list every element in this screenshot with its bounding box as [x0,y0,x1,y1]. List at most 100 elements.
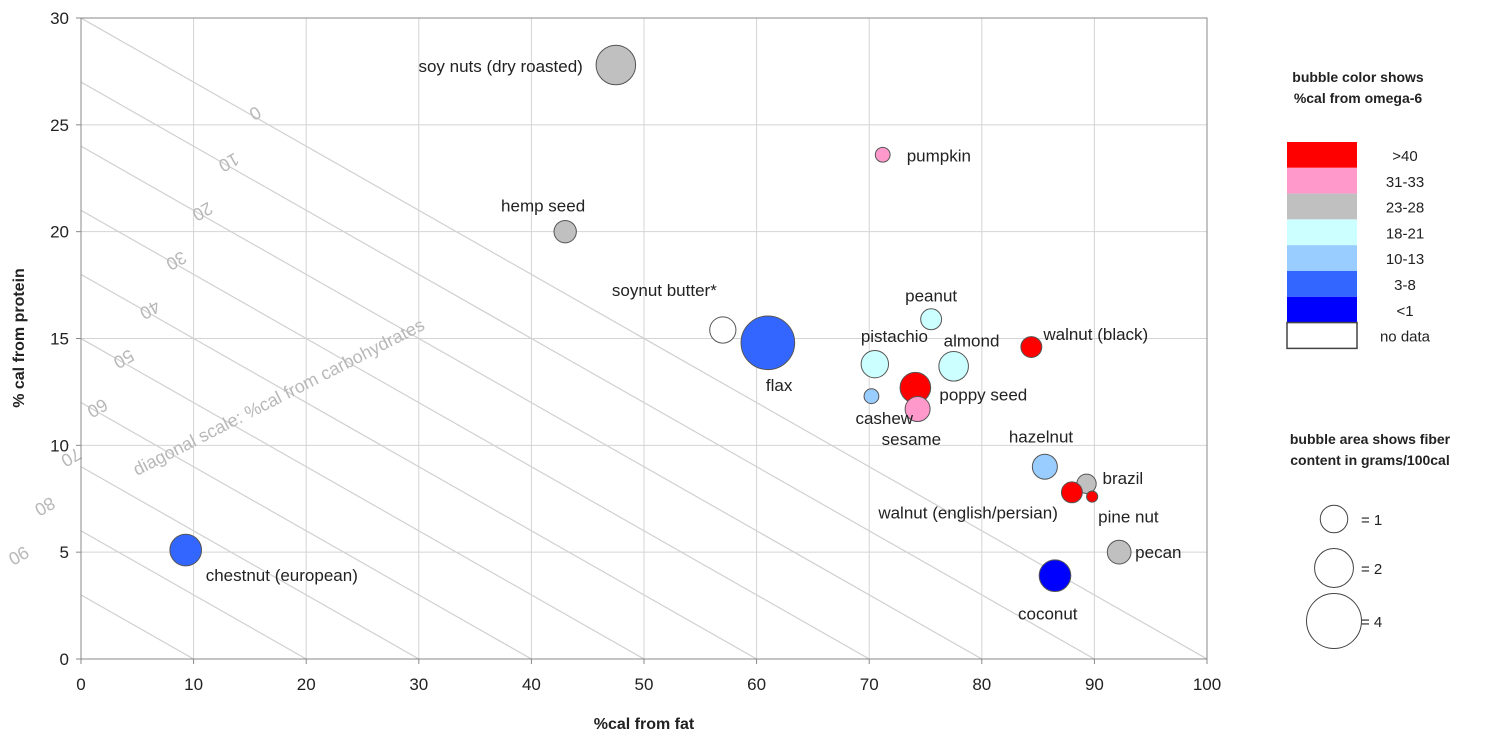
color-legend-swatch-1 [1287,167,1357,194]
bubble-label-hemp-seed: hemp seed [501,197,585,216]
y-tick-label-30: 30 [50,9,69,28]
size-legend-title-2: content in grams/100cal [1290,452,1450,468]
color-legend-swatch-2 [1287,193,1357,220]
bubble-hazelnut [1031,453,1058,480]
size-legend-label-4: = 4 [1361,614,1382,631]
bubble-label-brazil: brazil [1103,469,1144,488]
x-tick-label-90: 90 [1085,675,1104,694]
bubble-almond [938,350,969,382]
bubble-label-hazelnut: hazelnut [1009,428,1074,447]
color-legend-swatch-3 [1287,219,1357,246]
color-legend-label-5: 3-8 [1394,277,1416,294]
diagonal-line-20 [81,145,984,659]
size-legend-bubble-1 [1319,504,1349,534]
color-legend-swatch-6 [1287,296,1357,323]
bubble-hemp-seed [553,219,577,244]
x-tick-label-10: 10 [184,675,203,694]
bubble-pumpkin [874,146,891,163]
y-tick-label-5: 5 [60,543,69,562]
size-legend-title-1: bubble area shows fiber [1290,431,1451,447]
bubble-label-soy-nuts-dry-roasted: soy nuts (dry roasted) [418,57,582,76]
y-tick-label-20: 20 [50,223,69,242]
x-tick-label-100: 100 [1193,675,1221,694]
axis-tick-labels: 0 10 20 30 40 50 60 70 80 90 100 0 5 10 15 20 25 30 [50,9,1221,694]
y-tick-label-10: 10 [50,436,69,455]
bubble-label-walnut-black: walnut (black) [1042,325,1148,344]
x-axis-title: %cal from fat [594,716,695,733]
bubble-label-coconut: coconut [1018,605,1078,624]
bubble-labels: soy nuts (dry roasted) pumpkin hemp seed so… [206,57,1182,624]
bubbles [169,44,1132,592]
diagonal-line-60 [81,401,533,659]
x-tick-label-60: 60 [747,675,766,694]
color-legend-swatch-0 [1287,142,1357,168]
color-legend-label-2: 23-28 [1386,200,1424,217]
color-legend-swatch-5 [1287,271,1357,297]
bubble-label-soynut-butter: soynut butter* [612,281,717,300]
color-legend-label-1: 31-33 [1386,174,1424,191]
size-legend: bubble area shows fiber content in grams… [1290,431,1451,649]
bubble-chestnut-european [169,533,203,567]
size-legend-label-2: = 2 [1361,561,1382,578]
color-legend-swatch-4 [1287,245,1357,271]
bubble-pine-nut [1086,490,1099,503]
size-legend-label-1: = 1 [1361,512,1382,529]
y-tick-label-0: 0 [60,650,69,669]
y-tick-label-15: 15 [50,330,69,349]
color-legend-swatch-7 [1286,321,1358,350]
x-tick-label-20: 20 [297,675,316,694]
diagonal-label-80: 80 [31,493,58,520]
color-legend-title-1: bubble color shows [1292,69,1424,85]
bubble-label-flax: flax [766,376,793,395]
diagonal-line-0 [81,18,1207,659]
color-legend-label-4: 10-13 [1386,251,1424,268]
diagonal-line-80 [81,530,308,659]
diagonal-carb-scale [81,18,1207,659]
x-tick-label-40: 40 [522,675,541,694]
bubble-label-almond: almond [944,331,1000,350]
bubble-pistachio [860,349,890,379]
bubble-coconut [1038,559,1072,592]
color-legend-title-2: %cal from omega-6 [1294,90,1423,106]
color-legend-label-3: 18-21 [1386,225,1424,242]
x-tick-label-30: 30 [409,675,428,694]
diagonal-line-50 [81,337,646,659]
bubble-peanut [920,308,943,331]
bubble-label-pine-nut: pine nut [1098,508,1159,527]
bubble-pecan [1106,539,1132,565]
diagonal-line-70 [81,466,421,659]
x-tick-label-70: 70 [860,675,879,694]
color-legend-label-0: >40 [1392,148,1417,165]
diagonal-line-90 [81,594,195,659]
diagonal-scale-title: diagonal scale: %cal from carbohydrates [130,315,428,480]
y-tick-label-25: 25 [50,116,69,135]
diagonal-line-30 [81,209,871,659]
bubble-cashew [863,388,880,405]
y-axis-title: % cal from protein [11,268,28,408]
bubble-soynut-butter [709,316,737,344]
diagonal-label-90: 90 [5,542,32,569]
bubble-walnut-black [1020,336,1043,359]
size-legend-bubble-4 [1306,593,1362,649]
bubble-label-pumpkin: pumpkin [907,147,971,166]
bubble-label-walnut-english-persian: walnut (english/persian) [877,503,1058,522]
bubble-flax [740,315,796,371]
color-legend-label-7: no data [1380,329,1431,346]
bubble-label-poppy-seed: poppy seed [939,386,1027,405]
size-legend-bubble-2 [1314,548,1354,588]
x-tick-label-80: 80 [972,675,991,694]
bubble-label-pistachio: pistachio [861,327,928,346]
bubble-label-sesame: sesame [882,430,942,449]
x-tick-label-0: 0 [76,675,85,694]
x-tick-label-50: 50 [635,675,654,694]
bubble-sesame [904,396,931,423]
bubble-label-peanut: peanut [905,286,957,305]
color-legend-label-6: <1 [1396,303,1413,320]
bubble-walnut-english-persian [1060,481,1083,504]
bubble-soy-nuts-dry-roasted [595,44,637,86]
bubble-label-cashew: cashew [855,409,913,428]
bubble-label-pecan: pecan [1135,543,1181,562]
bubble-label-chestnut-european: chestnut (european) [206,566,358,585]
